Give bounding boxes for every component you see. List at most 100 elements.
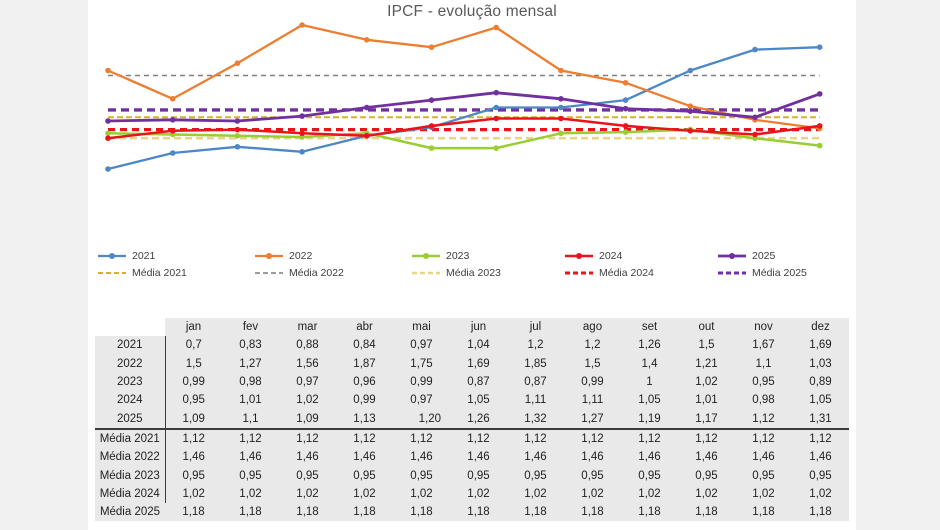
table-cell: 1,2: [507, 336, 564, 355]
month-header: fev: [222, 318, 279, 337]
data-point-marker: [364, 133, 370, 139]
table-row: Média 2025 1,18 1,18 1,18 1,18 1,18 1,18 1,18 1,…: [95, 502, 849, 522]
table-cell: 1,1: [222, 409, 279, 430]
table-cell: 0,95: [678, 466, 735, 485]
data-point-marker: [687, 128, 694, 134]
legend-label: 2024: [599, 250, 623, 262]
data-point-marker: [234, 60, 241, 66]
legend-label: Média 2023: [446, 267, 501, 279]
table-cell: 0,95: [507, 466, 564, 485]
table-cell: 1,04: [450, 336, 507, 355]
table-header-row: jan fev mar abr mai jun jul ago set out nov dez: [95, 318, 849, 337]
legend-label: 2025: [752, 250, 776, 262]
data-point-marker: [105, 67, 111, 74]
data-point-marker: [169, 150, 176, 156]
table-cell: 1,27: [564, 409, 621, 430]
data-point-marker: [622, 80, 629, 86]
table-cell: 1,1: [735, 354, 792, 373]
table-cell: 1,46: [621, 448, 678, 467]
table-cell: 0,89: [792, 372, 849, 392]
month-header: jan: [165, 318, 222, 337]
table-cell: 0,95: [564, 466, 621, 485]
data-point-marker: [234, 144, 241, 150]
legend-label: 2023: [446, 250, 470, 262]
table-cell: 1,18: [621, 502, 678, 522]
table-cell: 1,12: [678, 428, 735, 449]
table-cell: 0,97: [279, 372, 336, 392]
data-point-marker: [816, 123, 823, 129]
table-cell: 1,03: [792, 354, 849, 373]
legend-swatch-dashed-icon: [412, 271, 440, 275]
legend-item-2025: 2025: [718, 250, 775, 262]
table-cell: 1,05: [621, 391, 678, 410]
month-header: nov: [735, 318, 792, 337]
series-2025: [105, 89, 823, 124]
table-cell: 1,09: [279, 409, 336, 430]
legend-item-2021: 2021: [98, 250, 155, 262]
table-cell: 1,5: [678, 336, 735, 355]
data-point-marker: [105, 118, 111, 124]
table-cell: 1,18: [393, 502, 450, 522]
legend-swatch-line-icon: [718, 253, 746, 259]
data-point-marker: [622, 129, 629, 135]
table-cell: 1,11: [507, 391, 564, 410]
legend-item-média-2024: Média 2024: [565, 267, 654, 279]
table-cell: 0,95: [279, 466, 336, 485]
table-cell: 0,88: [279, 336, 336, 355]
table-cell: 1,18: [279, 502, 336, 522]
table-cell: 1: [621, 372, 678, 392]
table-cell: 1,31: [792, 409, 849, 430]
legend-label: Média 2024: [599, 267, 654, 279]
table-cell: 0,99: [393, 372, 450, 392]
table-cell: 0,96: [336, 372, 393, 392]
data-point-marker: [558, 104, 564, 111]
table-row: 2024 0,95 1,01 1,02 0,99 0,97 1,05 1,11 1,11 1,05…: [95, 391, 849, 410]
data-point-marker: [493, 104, 500, 111]
table-cell: 1,18: [165, 502, 222, 522]
table-row: Média 2024 1,02 1,02 1,02 1,02 1,02 1,02 1,02 1,…: [95, 484, 849, 503]
legend-swatch-line-icon: [565, 253, 593, 259]
table-cell: 1,05: [792, 391, 849, 410]
legend-item-média-2021: Média 2021: [98, 267, 187, 279]
table-cell: 1,18: [450, 502, 507, 522]
legend-swatch-dashed-icon: [565, 271, 593, 275]
table-cell: 0,95: [165, 391, 222, 410]
table-cell: 1,02: [393, 484, 450, 503]
data-point-marker: [622, 97, 629, 103]
data-point-marker: [558, 130, 564, 137]
row-label: 2024: [95, 391, 166, 410]
table-cell: 0,95: [393, 466, 450, 485]
table-cell: 1,12: [336, 428, 393, 449]
table-cell: 0,97: [393, 336, 450, 355]
series-2024: [105, 115, 823, 141]
data-point-marker: [169, 96, 176, 102]
table-cell: 1,26: [621, 336, 678, 355]
table-row: 2025 1,09 1,1 1,09 1,13 1,20 1,26 1,32 1,27 1,19 1…: [95, 409, 849, 430]
month-header: jul: [507, 318, 564, 337]
series-2021: [105, 44, 823, 172]
month-header: mar: [279, 318, 336, 337]
table-cell: 1,5: [165, 354, 222, 373]
table-cell: 0,95: [735, 372, 792, 392]
table-cell: 1,2: [564, 336, 621, 355]
line-chart: [105, 22, 823, 172]
table-cell: 1,02: [621, 484, 678, 503]
data-point-marker: [816, 44, 823, 50]
table-cell: 1,12: [564, 428, 621, 449]
table-cell: 0,95: [450, 466, 507, 485]
chart-legend: 2021 2022 2023 2024 2025 Média 2021 Média 2022…: [88, 248, 856, 290]
table-cell: 1,17: [678, 409, 735, 430]
table-cell: 1,13: [336, 409, 393, 430]
data-point-marker: [105, 135, 111, 141]
legend-label: Média 2025: [752, 267, 807, 279]
data-table-wrap: jan fev mar abr mai jun jul ago set out nov dez 2021…: [95, 318, 849, 522]
legend-label: 2021: [132, 250, 156, 262]
row-label: Média 2022: [95, 448, 166, 467]
chart-title: IPCF - evolução mensal: [387, 3, 557, 20]
legend-swatch-line-icon: [412, 253, 440, 259]
data-point-marker: [234, 126, 241, 133]
table-cell: 1,46: [165, 448, 222, 467]
data-table: jan fev mar abr mai jun jul ago set out nov dez 2021…: [95, 318, 849, 522]
data-point-marker: [169, 117, 176, 123]
